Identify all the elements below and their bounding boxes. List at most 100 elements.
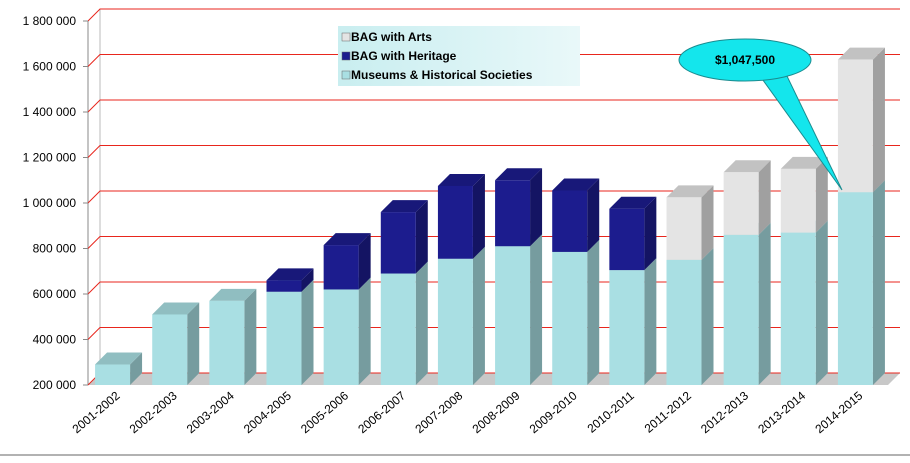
bar-front — [723, 234, 759, 385]
bar-side — [872, 47, 885, 193]
x-tick-label: 2011-2012 — [642, 388, 695, 435]
bar-side — [530, 234, 543, 385]
grid-line — [87, 190, 900, 204]
x-tick-label: 2007-2008 — [412, 388, 465, 436]
bar-side — [587, 178, 600, 252]
bar-side — [187, 302, 200, 385]
y-tick-label: 1 400 000 — [23, 105, 77, 119]
bar-front — [495, 246, 531, 385]
bar-side — [644, 258, 657, 385]
bar-front — [95, 364, 131, 385]
bar — [723, 160, 771, 235]
bar-front — [437, 185, 473, 259]
bar — [495, 234, 543, 385]
bar — [266, 279, 314, 385]
x-tick-label: 2004-2005 — [241, 388, 294, 436]
bar — [495, 168, 543, 247]
grid-line — [87, 99, 900, 113]
bar — [437, 246, 485, 385]
bar-top — [609, 196, 657, 209]
bar-front — [780, 232, 816, 385]
bar — [380, 261, 428, 385]
bar-top — [437, 173, 485, 186]
bar — [209, 288, 257, 385]
bar — [780, 220, 828, 385]
bar-top — [380, 200, 428, 213]
x-tick-label: 2009-2010 — [527, 388, 580, 436]
bar-side — [701, 247, 714, 385]
bar — [95, 352, 143, 385]
bar — [666, 247, 714, 385]
bar-front — [152, 314, 188, 385]
bar-top — [152, 302, 200, 315]
bar — [380, 200, 428, 274]
annotation: $1,047,500 — [715, 53, 775, 67]
bar-top — [837, 47, 885, 60]
y-tick-label: 1 600 000 — [23, 60, 77, 74]
bar — [609, 258, 657, 385]
bar-side — [358, 233, 371, 290]
bar-front — [780, 168, 816, 233]
bar — [323, 233, 371, 290]
bar-top — [266, 268, 314, 281]
grid-line — [87, 236, 900, 249]
bar-front — [266, 291, 302, 385]
bar-front — [209, 300, 245, 385]
x-tick-label: 2005-2006 — [298, 388, 351, 436]
bar-side — [587, 239, 600, 385]
bar-side — [815, 220, 828, 385]
bar-side — [472, 173, 485, 259]
y-tick-label: 800 000 — [33, 242, 77, 256]
bar-side — [415, 261, 428, 385]
bar-side — [301, 268, 314, 292]
bar-front — [723, 172, 759, 235]
grid-line — [87, 145, 900, 158]
bar-front — [323, 289, 359, 385]
bar-side — [415, 200, 428, 274]
bar-top — [495, 168, 543, 181]
bar-side — [644, 196, 657, 271]
bar-top — [209, 288, 257, 301]
legend-box — [338, 26, 580, 86]
bar — [437, 173, 485, 259]
bar-side — [701, 185, 714, 260]
legend-label: BAG with Arts — [351, 30, 432, 44]
y-tick-label: 200 000 — [33, 378, 77, 392]
bar-top — [723, 160, 771, 173]
bar-front — [609, 270, 645, 385]
bar-front — [266, 280, 302, 292]
bar — [266, 268, 314, 292]
bar-front — [837, 59, 873, 193]
bar — [666, 185, 714, 260]
bar-front — [380, 212, 416, 274]
bar — [837, 47, 885, 193]
legend-swatch — [341, 32, 351, 42]
x-tick-label: 2014-2015 — [812, 388, 865, 436]
legend-label: BAG with Heritage — [351, 49, 457, 63]
bar-side — [815, 156, 828, 233]
bar — [152, 302, 200, 385]
bar — [780, 156, 828, 233]
bar — [837, 180, 885, 385]
bar-side — [472, 246, 485, 385]
bar-side — [301, 279, 314, 385]
callout — [678, 38, 812, 82]
bar-top — [323, 233, 371, 246]
bar-side — [130, 352, 143, 385]
bar-top — [95, 352, 143, 365]
bar-side — [358, 277, 371, 385]
y-tick-label: 1 200 000 — [23, 151, 77, 165]
grid-line — [87, 8, 900, 22]
x-tick-label: 2008-2009 — [470, 388, 523, 436]
bar-front — [437, 258, 473, 385]
bar-front — [323, 245, 359, 290]
bar-front — [666, 197, 702, 260]
bar-side — [244, 288, 257, 385]
x-tick-label: 2002-2003 — [127, 388, 180, 436]
y-tick-label: 1 800 000 — [23, 14, 77, 28]
x-tick-label: 2013-2014 — [755, 388, 808, 436]
bar-side — [758, 222, 771, 385]
legend-swatch — [341, 51, 351, 61]
bar-front — [495, 180, 531, 247]
